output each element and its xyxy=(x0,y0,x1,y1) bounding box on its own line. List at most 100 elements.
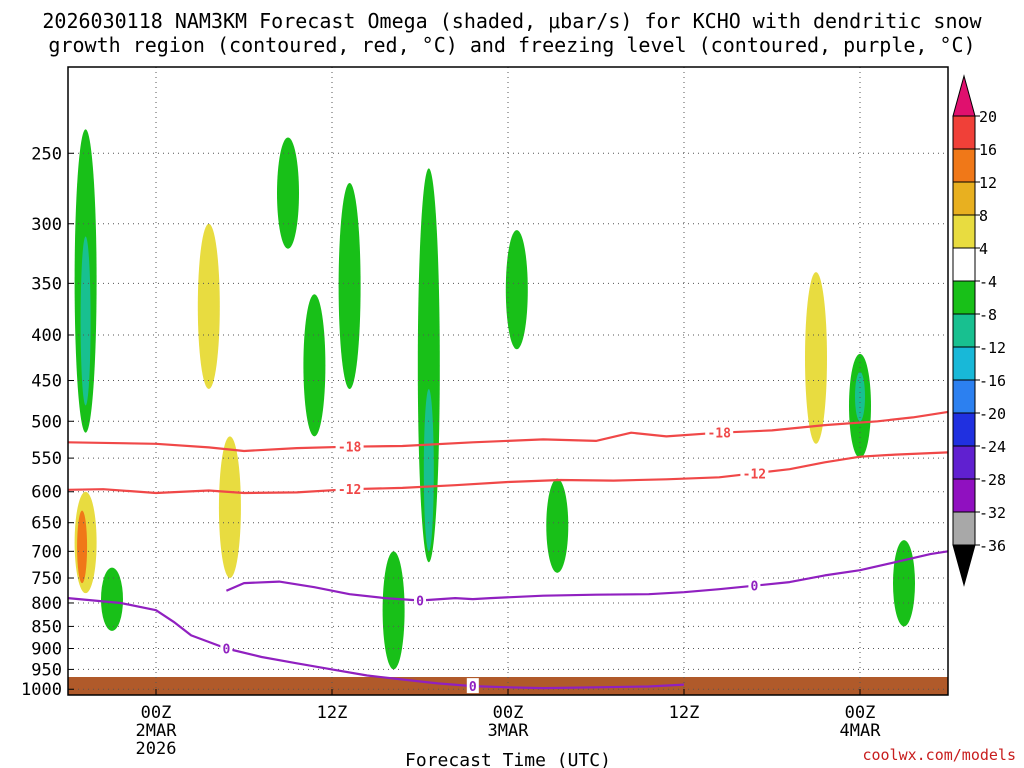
colorbar-label-6: -8 xyxy=(979,306,997,324)
contour-label-bg-dgz_-18-0 xyxy=(335,438,364,454)
y-tick-label-400: 400 xyxy=(31,326,62,346)
omega-region-yellow-2 xyxy=(197,223,220,390)
contour-label-frz_0_lower-0: 0 xyxy=(222,643,230,658)
y-tick-label-600: 600 xyxy=(31,483,62,503)
chart-title-line-2: growth region (contoured, red, °C) and f… xyxy=(48,33,976,57)
colorbar-swatch-5 xyxy=(952,247,976,282)
omega-region-green-3 xyxy=(277,137,299,249)
contour-label-bg-dgz_-12-0 xyxy=(335,481,364,497)
chart-title-line-1: 2026030118 NAM3KM Forecast Omega (shaded… xyxy=(42,9,982,33)
y-tick-label-1000: 1000 xyxy=(21,680,62,700)
y-axis: 250 300 350 400 450 500 550 600 650 700 750 800 850 9… xyxy=(21,144,74,700)
colorbar-label-4: 4 xyxy=(979,240,988,258)
x-tick-label-20-1: 3MAR xyxy=(488,721,530,741)
colorbar-label-11: -28 xyxy=(979,471,1006,489)
contour-label-bg-frz_0_lower-0 xyxy=(220,640,233,656)
omega-region-teal-2 xyxy=(423,389,434,552)
contour-label-bg-dgz_-12-1 xyxy=(740,465,769,481)
ground-surface xyxy=(68,677,948,695)
y-tick-label-450: 450 xyxy=(31,372,62,392)
colorbar-swatch-8 xyxy=(952,346,976,381)
omega-region-yellow-3 xyxy=(218,436,241,579)
y-tick-label-900: 900 xyxy=(31,640,62,660)
x-tick-label-0-0: 00Z xyxy=(141,703,172,723)
y-tick-label-950: 950 xyxy=(31,660,62,680)
colorbar-swatch-3 xyxy=(952,181,976,216)
colorbar-bottom-arrow xyxy=(952,544,976,587)
colorbar-label-7: -12 xyxy=(979,339,1006,357)
colorbar: 20 16 12 8 4 -4 -8 -12 -16 -20 -24 -28 -32 -36 xyxy=(952,74,1006,587)
contour-label-bg-dgz_-18-1 xyxy=(705,424,734,440)
colorbar-label-13: -36 xyxy=(979,537,1006,555)
colorbar-swatch-4 xyxy=(952,214,976,249)
colorbar-label-0: 20 xyxy=(979,108,997,126)
y-tick-label-700: 700 xyxy=(31,542,62,562)
colorbar-label-3: 8 xyxy=(979,207,988,225)
grid-lines xyxy=(68,67,948,695)
source-credit: coolwx.com/models xyxy=(862,746,1016,764)
y-tick-label-300: 300 xyxy=(31,215,62,235)
x-tick-label-20-0: 00Z xyxy=(493,703,524,723)
omega-shading xyxy=(74,129,915,670)
contour-label-frz_0_upper-0: 0 xyxy=(416,595,424,610)
omega-region-green-6 xyxy=(382,551,405,670)
contour-label-bg-frz_0_upper-1 xyxy=(748,577,761,593)
colorbar-swatch-7 xyxy=(952,313,976,348)
y-tick-label-800: 800 xyxy=(31,594,62,614)
y-tick-label-550: 550 xyxy=(31,449,62,469)
y-tick-label-250: 250 xyxy=(31,144,62,164)
colorbar-swatch-13 xyxy=(952,511,976,546)
omega-region-green-7 xyxy=(417,168,440,563)
omega-region-green-8 xyxy=(505,230,528,350)
omega-region-teal-1 xyxy=(80,236,91,406)
colorbar-swatch-10 xyxy=(952,412,976,447)
colorbar-top-arrow xyxy=(952,74,976,117)
colorbar-label-1: 16 xyxy=(979,141,997,159)
y-tick-label-850: 850 xyxy=(31,617,62,637)
x-tick-label-10-0: 12Z xyxy=(317,703,348,723)
contour-label-dgz_-12-0: -12 xyxy=(338,483,361,498)
colorbar-label-5: -4 xyxy=(979,273,997,291)
colorbar-swatch-6 xyxy=(952,280,976,315)
contour-label-dgz_-18-0: -18 xyxy=(338,441,362,456)
colorbar-label-10: -24 xyxy=(979,438,1006,456)
y-tick-label-500: 500 xyxy=(31,412,62,432)
colorbar-swatch-2 xyxy=(952,148,976,183)
x-tick-label-30-0: 12Z xyxy=(669,703,700,723)
contour-dgz_-18 xyxy=(67,410,949,453)
omega-region-yellow-4 xyxy=(805,272,827,444)
omega-region-green-5 xyxy=(338,183,361,390)
contour-label-bg-frz_0_upper-0 xyxy=(414,592,426,608)
contour-dgz_-12 xyxy=(67,451,949,495)
omega-region-green-4 xyxy=(303,294,326,437)
x-tick-label-40-0: 00Z xyxy=(845,703,876,723)
colorbar-label-8: -16 xyxy=(979,372,1006,390)
colorbar-swatch-9 xyxy=(952,379,976,414)
omega-region-teal-3 xyxy=(855,371,865,422)
colorbar-swatch-11 xyxy=(952,445,976,480)
contour-label-dgz_-18-1: -18 xyxy=(707,427,731,442)
colorbar-label-2: 12 xyxy=(979,174,997,192)
x-tick-label-0-2: 2026 xyxy=(136,739,177,759)
contour-label-dgz_-12-1: -12 xyxy=(743,467,766,482)
x-tick-label-0-1: 2MAR xyxy=(136,721,178,741)
x-tick-label-40-1: 4MAR xyxy=(840,721,882,741)
contour-label-frz_0_lower-1: 0 xyxy=(469,680,477,695)
omega-region-green-9 xyxy=(546,478,569,573)
omega-region-orange-1 xyxy=(77,510,88,584)
colorbar-swatch-12 xyxy=(952,478,976,513)
y-tick-label-750: 750 xyxy=(31,569,62,589)
x-axis-label: Forecast Time (UTC) xyxy=(405,750,611,768)
contour-frz_0_upper xyxy=(225,550,949,602)
contour-label-frz_0_upper-1: 0 xyxy=(750,580,758,595)
contour-frz_0_lower xyxy=(67,597,685,690)
y-tick-label-350: 350 xyxy=(31,274,62,294)
colorbar-label-9: -20 xyxy=(979,405,1006,423)
contour-label-bg-frz_0_lower-1 xyxy=(466,678,479,694)
colorbar-label-12: -32 xyxy=(979,504,1006,522)
colorbar-swatch-1 xyxy=(952,115,976,150)
contours: -18 -18 -12 -12 0 0 0 0 xyxy=(67,410,949,695)
y-tick-label-650: 650 xyxy=(31,514,62,534)
